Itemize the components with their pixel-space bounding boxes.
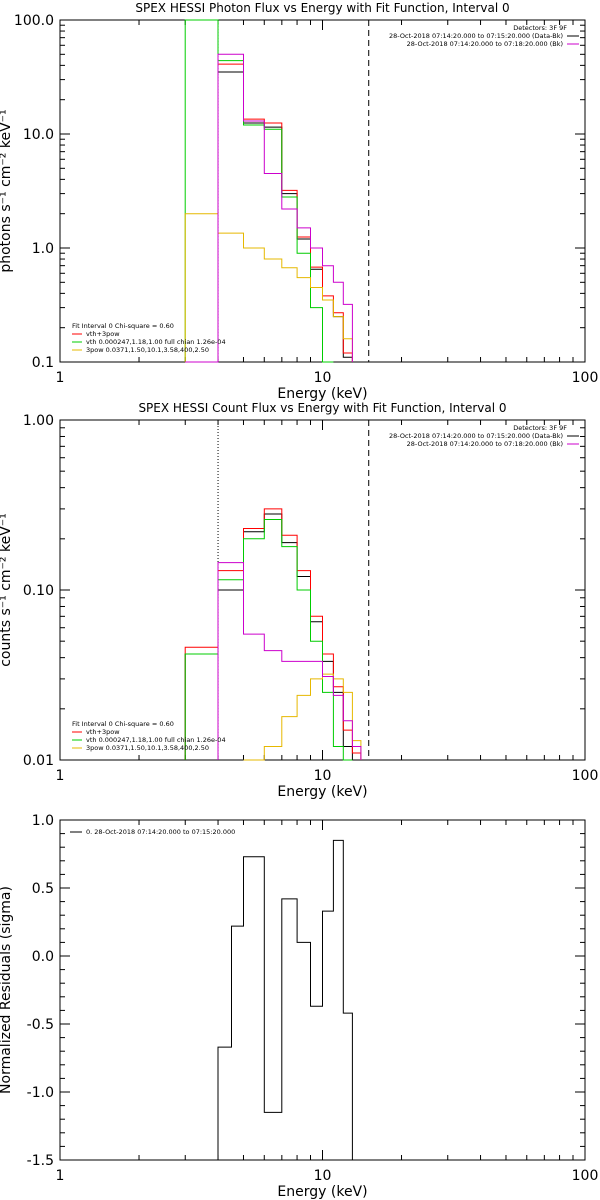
x-tick-label: 100: [572, 1168, 599, 1184]
series-line: [185, 71, 353, 363]
x-tick-label: 100: [572, 370, 599, 386]
x-tick-label: 10: [314, 370, 332, 386]
fit-legend-title: Fit Interval 0 Chi-square = 0.60: [72, 322, 174, 330]
y-tick-label: 1.0: [32, 813, 54, 829]
y-tick-label: 0.01: [23, 753, 54, 769]
series-line: [184, 519, 353, 761]
y-tick-label: 0.0: [32, 949, 54, 965]
legend-entry-label: 0. 28-Oct-2018 07:14:20.000 to 07:15:20.…: [86, 828, 235, 836]
legend-entry-label: 28-Oct-2018 07:14:20.000 to 07:15:20.000…: [389, 32, 563, 40]
y-tick-label: 0.5: [32, 881, 54, 897]
x-axis-label: Energy (keV): [277, 1184, 367, 1200]
y-tick-label: 1.00: [23, 413, 54, 429]
fit-legend-entry: vth+3pow: [86, 330, 120, 338]
chart-title: SPEX HESSI Count Flux vs Energy with Fit…: [138, 401, 506, 415]
y-axis-label: Normalized Residuals (sigma): [0, 886, 14, 1094]
legend-entry-label: 28-Oct-2018 07:14:20.000 to 07:18:20.000…: [407, 440, 563, 448]
series-line: [184, 213, 353, 362]
fit-legend-entry: 3pow 0.0371,1.50,10.1,3.58,400,2.50: [86, 744, 209, 752]
series-line: [185, 63, 353, 363]
y-axis-label: counts s⁻¹ cm⁻² keV⁻¹: [0, 513, 14, 667]
x-axis-label: Energy (keV): [277, 386, 367, 402]
y-tick-label: -1.5: [27, 1153, 54, 1169]
fit-legend-title: Fit Interval 0 Chi-square = 0.60: [72, 720, 174, 728]
series-line: [184, 508, 362, 760]
x-axis-label: Energy (keV): [277, 784, 367, 800]
series-line: [217, 562, 362, 760]
y-tick-label: 1.0: [32, 241, 54, 257]
y-tick-label: 0.1: [32, 355, 54, 371]
fit-legend-entry: vth+3pow: [86, 728, 120, 736]
series-line: [184, 513, 361, 761]
chart-panel-1: SPEX HESSI Photon Flux vs Energy with Fi…: [0, 1, 598, 402]
plot-frame: [59, 419, 586, 761]
y-tick-label: 10.0: [23, 127, 54, 143]
y-tick-label: -0.5: [27, 1017, 54, 1033]
fit-legend-entry: 3pow 0.0371,1.50,10.1,3.58,400,2.50: [86, 346, 209, 354]
x-tick-label: 100: [572, 768, 599, 784]
y-tick-label: 0.10: [23, 583, 54, 599]
chart-panel-3: 1 10 100 -1.5 -1.0 -0.5 0.0 0.5 1.0 Energy (keV) N…: [0, 813, 598, 1200]
x-tick-label: 1: [56, 1168, 65, 1184]
legend-title: Detectors: 3F 9F: [513, 24, 567, 32]
chart-panel-2: SPEX HESSI Count Flux vs Energy with Fit…: [0, 401, 598, 800]
x-tick-label: 1: [56, 370, 65, 386]
series-line: [243, 673, 362, 761]
x-tick-label: 1: [56, 768, 65, 784]
fit-legend-entry: vth 0.000247,1.18,1.00 full chian 1.26e-…: [86, 736, 226, 744]
fit-legend-entry: vth 0.000247,1.18,1.00 full chian 1.26e-…: [86, 338, 226, 346]
series-line: [217, 839, 353, 1160]
series-line: [184, 19, 334, 363]
legend-entry-label: 28-Oct-2018 07:14:20.000 to 07:15:20.000…: [389, 432, 563, 440]
chart-title: SPEX HESSI Photon Flux vs Energy with Fi…: [135, 1, 509, 15]
y-tick-label: 100.0: [14, 13, 54, 29]
y-axis-label: photons s⁻¹ cm⁻² keV⁻¹: [0, 109, 14, 272]
x-tick-label: 10: [314, 1168, 332, 1184]
legend-title: Detectors: 3F 9F: [513, 424, 567, 432]
x-tick-label: 10: [314, 768, 332, 784]
y-tick-label: -1.0: [27, 1085, 54, 1101]
legend-entry-label: 28-Oct-2018 07:14:20.000 to 07:18:20.000…: [407, 40, 563, 48]
series-line: [185, 53, 353, 363]
